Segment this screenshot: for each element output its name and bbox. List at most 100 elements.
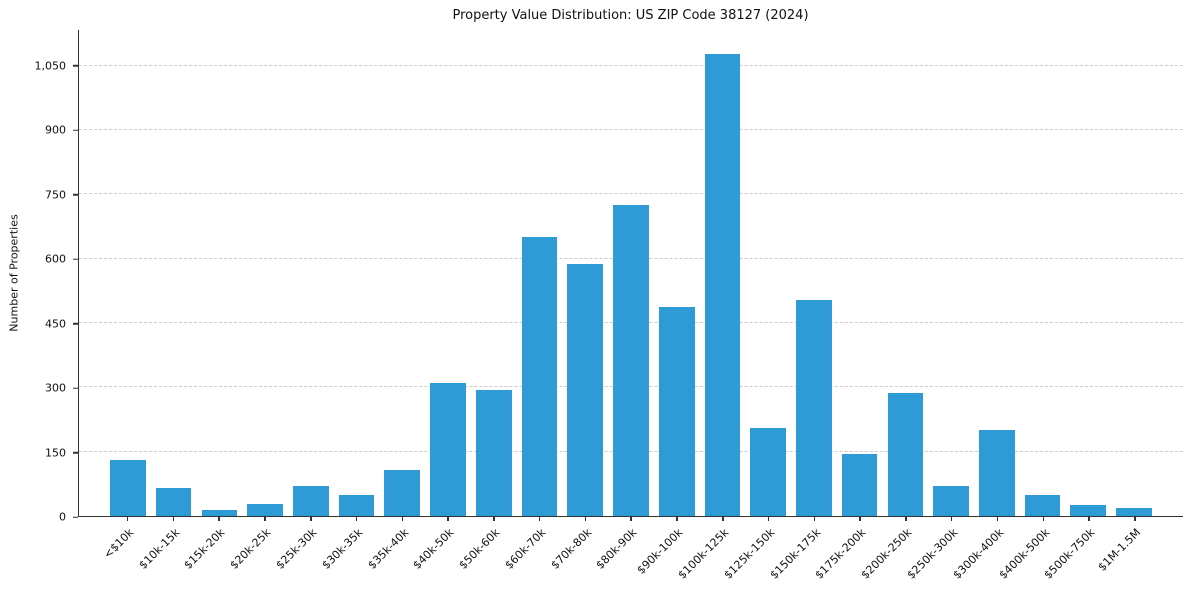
x-tick-label: <$10k: [101, 526, 137, 562]
x-tick-slot: $500k-750k: [1042, 517, 1111, 589]
y-tick-label: 750: [45, 188, 66, 202]
x-tick-slot: $80k-90k: [594, 517, 654, 589]
x-axis-ticks: <$10k $10k-15k $15k-20k $20k-25k $25k-30k $30…: [78, 517, 1183, 589]
x-tick-slot: $200k-250k: [859, 517, 928, 589]
bar-slot: [562, 30, 608, 516]
bar-slot: [196, 30, 242, 516]
y-tick-mark: [73, 322, 78, 325]
x-tick-mark: [538, 517, 541, 521]
x-tick-slot: $20k-25k: [228, 517, 287, 589]
x-tick-slot: $30k-35k: [319, 517, 379, 589]
bar-$100k-125k: [704, 54, 741, 516]
bar-$90k-100k: [658, 307, 695, 516]
bar-$300k-400k: [978, 430, 1015, 516]
x-tick-slot: $150k-175k: [767, 517, 837, 589]
x-tick-mark: [950, 517, 953, 521]
x-tick-mark: [310, 517, 312, 521]
bar-$70k-80k: [567, 263, 604, 516]
bar-slot: [517, 30, 563, 516]
bar-slot: [1020, 30, 1066, 516]
x-tick-slot: $125k-150k: [721, 517, 791, 589]
x-tick-mark: [813, 517, 816, 521]
x-tick-slot: $1M-1.5M: [1096, 517, 1157, 589]
x-tick-mark: [1042, 517, 1045, 521]
y-tick-label: 300: [45, 381, 66, 395]
y-tick-mark: [73, 258, 78, 260]
y-tick-mark: [73, 387, 78, 389]
x-tick-mark: [493, 517, 495, 521]
x-tick-slot: $175k-200k: [813, 517, 883, 589]
bar-<$10k: [110, 460, 146, 516]
y-tick-label: 450: [45, 317, 66, 331]
bar-$1M-1.5M: [1116, 507, 1152, 516]
bar-$400k-500k: [1024, 495, 1061, 516]
x-tick-mark: [1088, 517, 1090, 521]
x-tick-mark: [676, 517, 678, 521]
bar-slot: [700, 30, 746, 516]
bar-slot: [288, 30, 334, 516]
y-tick-label: 600: [45, 252, 66, 266]
y-axis-ticks: 0 150 300 450 600 750 900 1,050: [0, 30, 78, 524]
x-tick-slot: $15k-20k: [182, 517, 242, 589]
bar-slot: [928, 30, 974, 516]
x-tick-slot: $10k-15k: [136, 517, 196, 589]
x-tick-slot: <$10k: [101, 517, 150, 589]
x-tick-slot: $100k-125k: [676, 517, 745, 589]
bar-slot: [1111, 30, 1157, 516]
plot-area: [78, 30, 1183, 517]
x-tick-mark: [722, 517, 724, 521]
bar-$25k-30k: [292, 485, 329, 516]
x-tick-mark: [264, 517, 266, 521]
bar-$175k-200k: [841, 454, 878, 516]
x-tick-mark: [401, 517, 404, 521]
chart-title: Property Value Distribution: US ZIP Code…: [452, 8, 809, 23]
bar-slot: [791, 30, 837, 516]
bar-slot: [745, 30, 791, 516]
x-tick-slot: $400k-500k: [996, 517, 1066, 589]
bar-$125k-150k: [750, 428, 786, 516]
y-tick-label: 900: [45, 123, 66, 137]
y-tick-mark: [73, 193, 78, 196]
bar-slot: [1065, 30, 1111, 516]
x-tick-mark: [1134, 517, 1136, 521]
bar-slot: [974, 30, 1020, 516]
x-tick-slot: $60k-70k: [502, 517, 562, 589]
bar-$35k-40k: [384, 470, 421, 516]
bar-slot: [151, 30, 197, 516]
x-tick-slot: $70k-80k: [548, 517, 608, 589]
gridline: [79, 193, 1183, 195]
bar-slot: [654, 30, 700, 516]
bar-$40k-50k: [430, 383, 466, 516]
x-tick-slot: $250k-300k: [904, 517, 974, 589]
y-tick-label: 0: [59, 510, 66, 524]
bar-slot: [242, 30, 288, 516]
x-tick-mark: [126, 517, 129, 521]
x-tick-slot: $50k-60k: [457, 517, 516, 589]
x-tick-mark: [996, 517, 999, 521]
x-tick-mark: [172, 517, 175, 521]
bar-$150k-175k: [796, 300, 832, 516]
x-tick-slot: $35k-40k: [365, 517, 425, 589]
bar-$200k-250k: [887, 392, 924, 516]
bar-$10k-15k: [155, 488, 192, 516]
bar-slot: [105, 30, 151, 516]
x-tick-mark: [447, 517, 449, 521]
bar-slot: [379, 30, 425, 516]
x-tick-mark: [218, 517, 220, 521]
bar-$250k-300k: [933, 485, 969, 516]
y-tick-mark: [73, 451, 78, 454]
bar-$60k-70k: [521, 237, 558, 516]
bar-$20k-25k: [247, 504, 283, 516]
x-tick-mark: [767, 517, 770, 521]
x-tick-slot: $300k-400k: [950, 517, 1020, 589]
x-tick-slot: $90k-100k: [635, 517, 699, 589]
x-tick-mark: [905, 517, 907, 521]
bar-slot: [334, 30, 380, 516]
x-tick-slot: $25k-30k: [273, 517, 333, 589]
bar-slot: [608, 30, 654, 516]
bar-$30k-35k: [338, 495, 375, 516]
bar-$50k-60k: [475, 390, 512, 516]
bar-slot: [425, 30, 471, 516]
x-tick-slot: $40k-50k: [411, 517, 470, 589]
